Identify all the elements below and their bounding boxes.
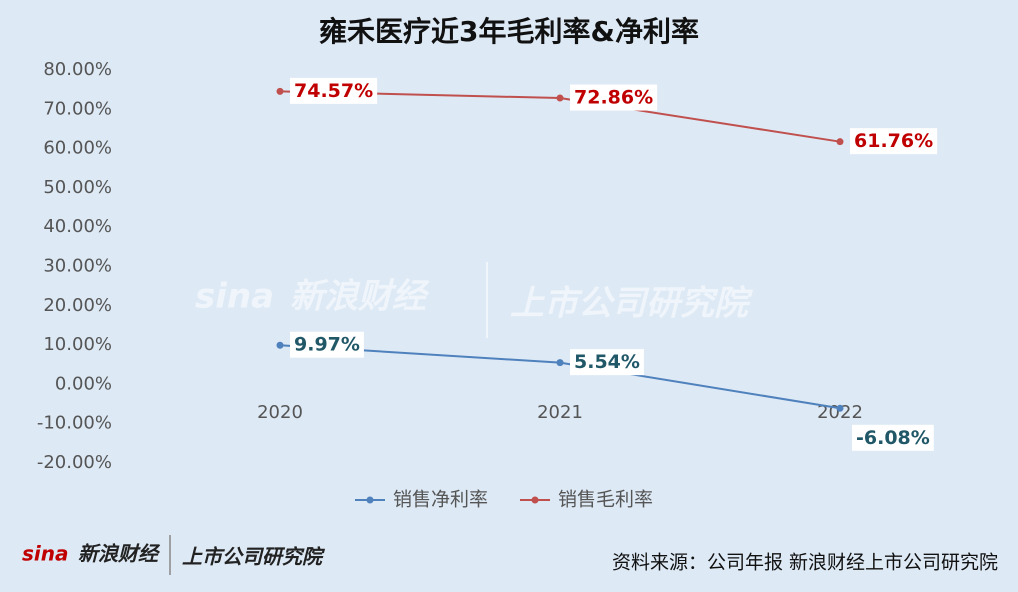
data-label-text: -6.08%: [856, 427, 930, 449]
watermark-text: 上市公司研究院: [510, 284, 754, 324]
data-label: 61.76%: [850, 128, 938, 155]
legend-marker: [366, 496, 374, 504]
data-point: [276, 341, 284, 349]
data-label-bg: [570, 84, 658, 111]
data-label-text: 61.76%: [854, 130, 933, 152]
y-tick-label: 40.00%: [43, 216, 112, 237]
y-tick-label: -20.00%: [37, 452, 112, 473]
y-tick-label: 0.00%: [55, 373, 112, 394]
legend: 销售净利率 销售毛利率: [355, 489, 653, 511]
chart-title: 雍禾医疗近3年毛利率&净利率: [319, 15, 699, 48]
data-label-bg: [570, 349, 644, 376]
y-tick-label: 20.00%: [43, 295, 112, 316]
data-point: [556, 94, 564, 102]
data-label-text: 9.97%: [294, 334, 360, 356]
data-label-bg: [290, 331, 364, 358]
legend-marker: [531, 496, 539, 504]
data-point: [836, 138, 844, 146]
data-label: 9.97%: [290, 331, 364, 358]
data-label-text: 72.86%: [574, 87, 653, 109]
logo: sina 新浪财经 上市公司研究院: [22, 535, 326, 575]
y-tick-label: 70.00%: [43, 98, 112, 119]
y-tick-label: 80.00%: [43, 59, 112, 80]
data-label-text: 5.54%: [574, 351, 640, 373]
data-label: 74.57%: [290, 77, 378, 104]
source: 资料来源：公司年报 新浪财经上市公司研究院: [612, 552, 998, 574]
data-label-bg: [850, 128, 938, 155]
data-point: [276, 87, 284, 95]
logo-text: sina: [22, 542, 69, 566]
watermark: sina 新浪财经 上市公司研究院: [195, 262, 754, 338]
data-label: 5.54%: [570, 349, 644, 376]
data-label-text: 74.57%: [294, 80, 373, 102]
x-tick-label: 2021: [537, 402, 583, 423]
data-point: [556, 359, 564, 367]
x-tick-label: 2020: [257, 402, 303, 423]
data-label: -6.08%: [852, 424, 934, 451]
y-tick-label: -10.00%: [37, 413, 112, 434]
y-tick-label: 60.00%: [43, 138, 112, 159]
legend-label: 销售净利率: [393, 489, 488, 511]
data-label: 72.86%: [570, 84, 658, 111]
watermark-text: 新浪财经: [290, 277, 430, 317]
data-point: [836, 404, 844, 412]
legend-label: 销售毛利率: [558, 489, 653, 511]
y-tick-label: 50.00%: [43, 177, 112, 198]
y-tick-label: 30.00%: [43, 256, 112, 277]
logo-text: 上市公司研究院: [182, 545, 326, 569]
y-tick-label: 10.00%: [43, 334, 112, 355]
data-label-bg: [290, 77, 378, 104]
watermark-text: sina: [195, 277, 274, 317]
logo-text: 新浪财经: [78, 542, 161, 566]
data-label-bg: [852, 424, 934, 451]
